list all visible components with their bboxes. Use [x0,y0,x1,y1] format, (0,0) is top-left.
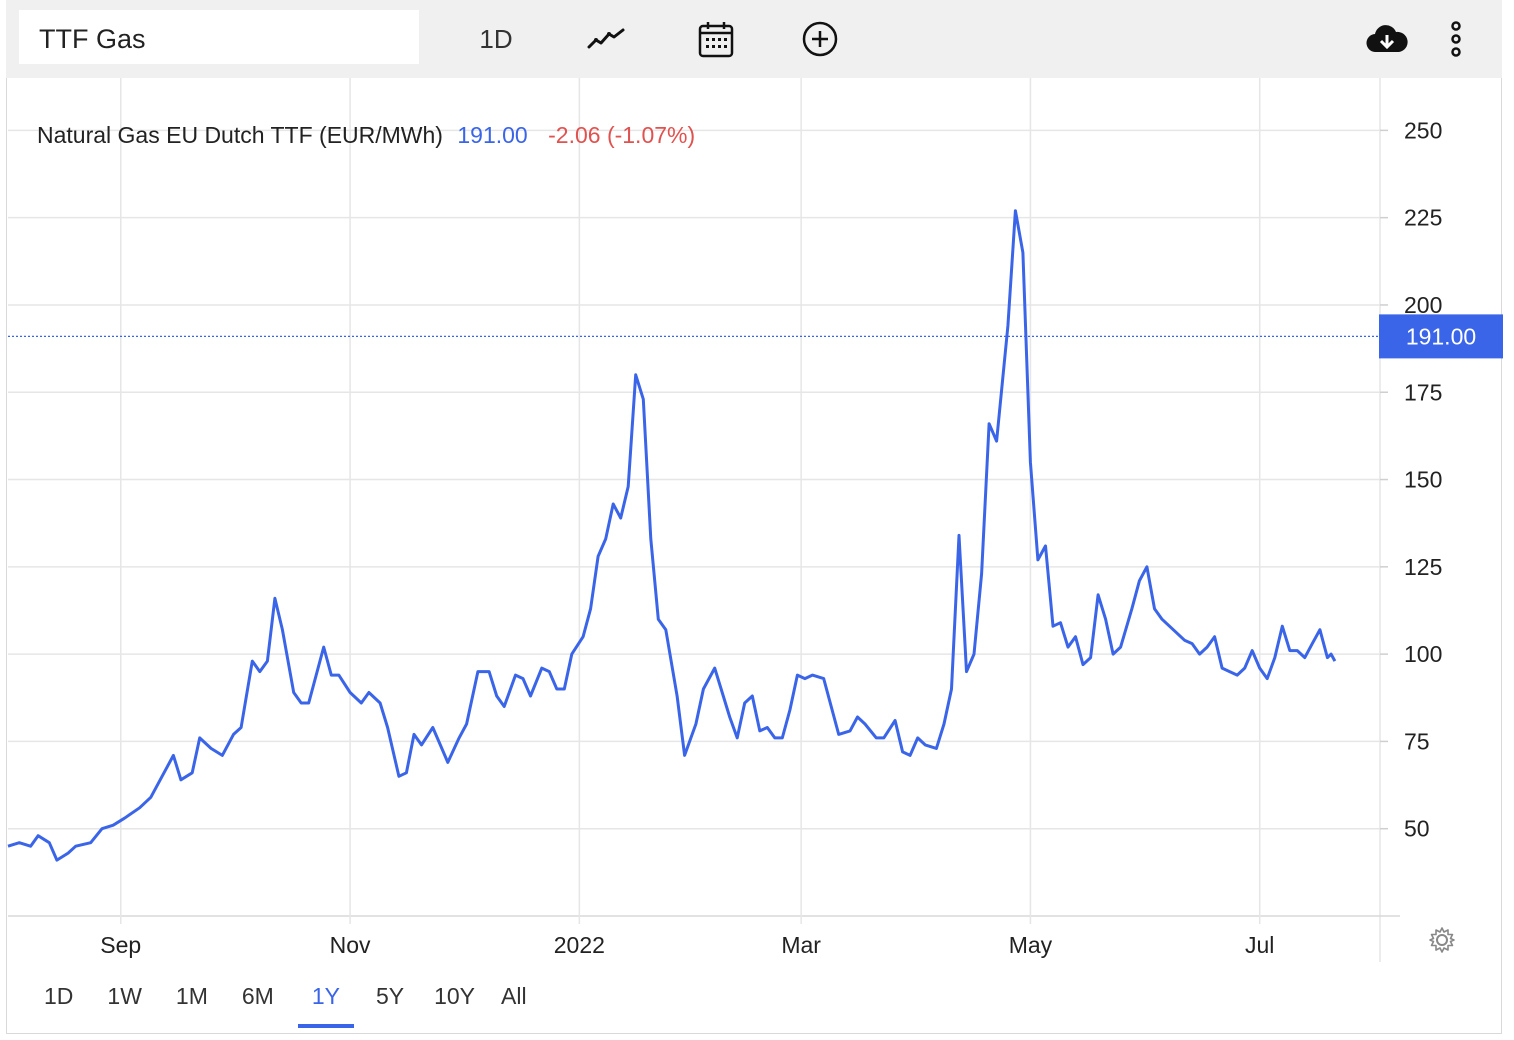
range-button-1w[interactable]: 1W [107,983,142,1009]
y-tick-label: 175 [1404,379,1442,405]
line-chart-icon [587,28,625,49]
price-change: -2.06 (-1.07%) [548,122,695,148]
interval-selector-button[interactable]: 1D [479,23,513,54]
x-tick-label: Mar [781,932,821,958]
x-tick-label: May [1009,932,1053,958]
price-tag-label: 191.00 [1406,323,1476,349]
y-tick-label: 150 [1404,467,1442,493]
chart-widget [6,0,1502,1034]
y-tick-label: 100 [1404,641,1442,667]
y-tick-label: 250 [1404,117,1442,143]
x-tick-label: Nov [330,932,371,958]
instrument-name: Natural Gas EU Dutch TTF (EUR/MWh) [37,122,443,148]
range-button-1m[interactable]: 1M [175,983,208,1009]
range-button-5y[interactable]: 5Y [375,983,405,1009]
x-tick-label: Jul [1245,932,1274,958]
range-button-10y[interactable]: 10Y [434,983,476,1009]
range-button-all[interactable]: All [501,983,527,1009]
chart-type-button[interactable] [579,14,633,64]
range-button-6m[interactable]: 6M [241,983,274,1009]
y-tick-label: 225 [1404,205,1442,231]
add-compare-icon [802,21,838,57]
more-options-button[interactable] [1436,14,1476,64]
settings-gear-icon[interactable] [1428,926,1456,954]
range-selector: 1D 1W 1M 6M 1Y 5Y 10Y All [36,966,535,1034]
range-button-1d[interactable]: 1D [44,983,74,1009]
y-tick-label: 50 [1404,816,1430,842]
symbol-search-input[interactable]: TTF Gas [19,10,419,64]
y-tick-label: 125 [1404,554,1442,580]
last-price: 191.00 [457,122,527,148]
series-line [7,209,1337,862]
download-button[interactable] [1358,14,1416,64]
range-button-1y[interactable]: 1Y [297,966,354,1028]
chart-grid [8,78,1400,962]
more-vertical-icon [1451,21,1461,57]
chart-toolbar: TTF Gas 1D [6,0,1502,78]
y-tick-label: 200 [1404,292,1442,318]
x-tick-label: 2022 [554,932,605,958]
date-range-button[interactable] [689,14,743,64]
x-axis: Sep Nov 2022 Mar May Jul [100,932,1274,958]
calendar-icon [698,22,734,58]
y-axis: 50 75 100 125 150 175 200 225 250 [1404,117,1442,841]
cloud-download-icon [1366,25,1408,53]
y-tick-label: 75 [1404,728,1430,754]
x-tick-label: Sep [100,932,141,958]
add-comparison-button[interactable] [791,14,849,64]
svg-text:Natural Gas EU Dutch TTF (EUR/: Natural Gas EU Dutch TTF (EUR/MWh) 191.0… [37,122,695,148]
price-tag: 191.00 [1379,314,1503,359]
